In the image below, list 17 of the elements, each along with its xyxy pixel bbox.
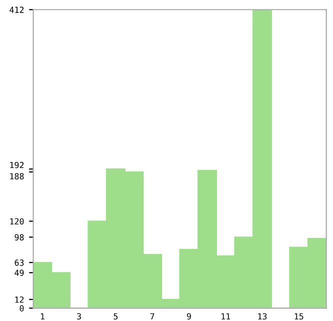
y-tick-label: 49 [14, 270, 24, 276]
x-tick-label: 9 [186, 313, 191, 320]
x-tick-label: 3 [77, 313, 81, 320]
y-tick-label: 188 [10, 173, 24, 180]
x-tick-label: 1 [40, 313, 44, 320]
x-tick-label: 7 [150, 313, 154, 320]
y-tick-label: 12 [15, 296, 24, 303]
x-tick-label: 5 [114, 313, 118, 320]
y-tick-label: 120 [10, 218, 24, 225]
y-tick-label: 63 [14, 260, 24, 266]
x-tick-label: 13 [258, 313, 267, 320]
x-tick-label: 11 [222, 313, 230, 320]
y-tick-label: 192 [10, 162, 24, 168]
y-tick-label: 98 [14, 234, 24, 240]
y-tick-label: 0 [20, 305, 24, 312]
x-tick-label: 15 [294, 313, 304, 320]
y-tick-label: 412 [10, 6, 24, 13]
